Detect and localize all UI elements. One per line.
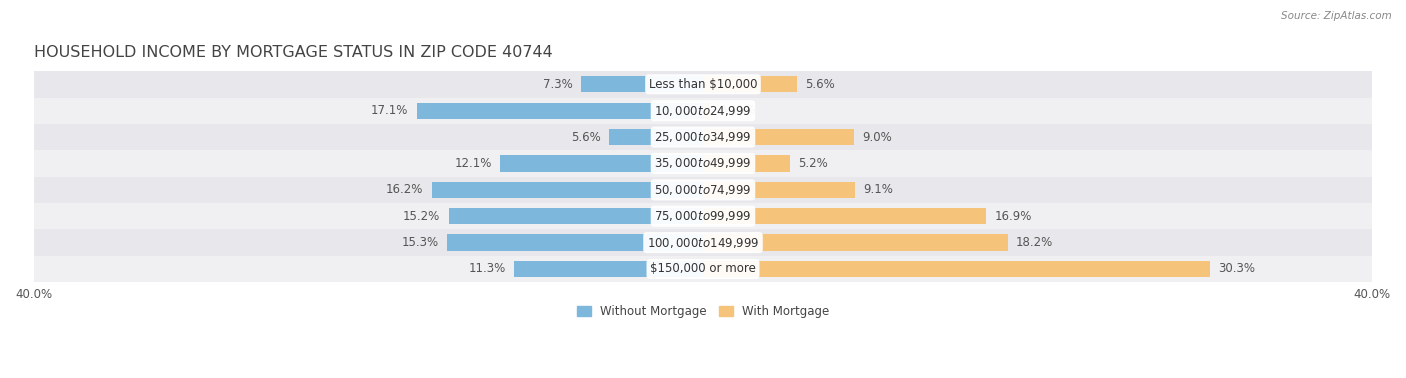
Text: 5.6%: 5.6% bbox=[571, 130, 600, 144]
Legend: Without Mortgage, With Mortgage: Without Mortgage, With Mortgage bbox=[572, 300, 834, 323]
Text: $10,000 to $24,999: $10,000 to $24,999 bbox=[654, 104, 752, 118]
Text: 15.3%: 15.3% bbox=[402, 236, 439, 249]
Text: 30.3%: 30.3% bbox=[1219, 262, 1256, 276]
Bar bbox=[34, 150, 1372, 177]
Bar bbox=[34, 203, 1372, 229]
Text: 5.6%: 5.6% bbox=[806, 78, 835, 91]
Bar bbox=[703, 76, 797, 93]
Text: 7.3%: 7.3% bbox=[543, 78, 572, 91]
Text: Source: ZipAtlas.com: Source: ZipAtlas.com bbox=[1281, 11, 1392, 21]
Bar bbox=[581, 76, 703, 93]
Bar bbox=[416, 102, 703, 119]
Text: 12.1%: 12.1% bbox=[454, 157, 492, 170]
Text: $100,000 to $149,999: $100,000 to $149,999 bbox=[647, 235, 759, 249]
Bar bbox=[703, 208, 986, 225]
Bar bbox=[703, 234, 1008, 251]
Text: 16.2%: 16.2% bbox=[387, 183, 423, 196]
Text: 18.2%: 18.2% bbox=[1017, 236, 1053, 249]
Text: Less than $10,000: Less than $10,000 bbox=[648, 78, 758, 91]
Bar bbox=[501, 155, 703, 172]
Text: 9.0%: 9.0% bbox=[862, 130, 891, 144]
Text: $50,000 to $74,999: $50,000 to $74,999 bbox=[654, 183, 752, 197]
Bar bbox=[34, 124, 1372, 150]
Text: $25,000 to $34,999: $25,000 to $34,999 bbox=[654, 130, 752, 144]
Bar bbox=[34, 71, 1372, 98]
Bar bbox=[34, 98, 1372, 124]
Bar bbox=[703, 102, 710, 119]
Bar bbox=[703, 155, 790, 172]
Bar bbox=[609, 129, 703, 145]
Text: HOUSEHOLD INCOME BY MORTGAGE STATUS IN ZIP CODE 40744: HOUSEHOLD INCOME BY MORTGAGE STATUS IN Z… bbox=[34, 45, 553, 60]
Bar bbox=[513, 261, 703, 277]
Text: 9.1%: 9.1% bbox=[863, 183, 894, 196]
Text: 11.3%: 11.3% bbox=[468, 262, 506, 276]
Bar bbox=[34, 229, 1372, 256]
Bar bbox=[449, 208, 703, 225]
Text: 17.1%: 17.1% bbox=[371, 104, 409, 117]
Text: 16.9%: 16.9% bbox=[994, 210, 1032, 223]
Bar bbox=[34, 177, 1372, 203]
Bar bbox=[703, 261, 1211, 277]
Bar bbox=[447, 234, 703, 251]
Text: $150,000 or more: $150,000 or more bbox=[650, 262, 756, 276]
Text: 15.2%: 15.2% bbox=[404, 210, 440, 223]
Bar bbox=[703, 182, 855, 198]
Text: $75,000 to $99,999: $75,000 to $99,999 bbox=[654, 209, 752, 223]
Bar bbox=[432, 182, 703, 198]
Text: $35,000 to $49,999: $35,000 to $49,999 bbox=[654, 156, 752, 170]
Text: 0.41%: 0.41% bbox=[718, 104, 755, 117]
Bar bbox=[34, 256, 1372, 282]
Bar bbox=[703, 129, 853, 145]
Text: 5.2%: 5.2% bbox=[799, 157, 828, 170]
